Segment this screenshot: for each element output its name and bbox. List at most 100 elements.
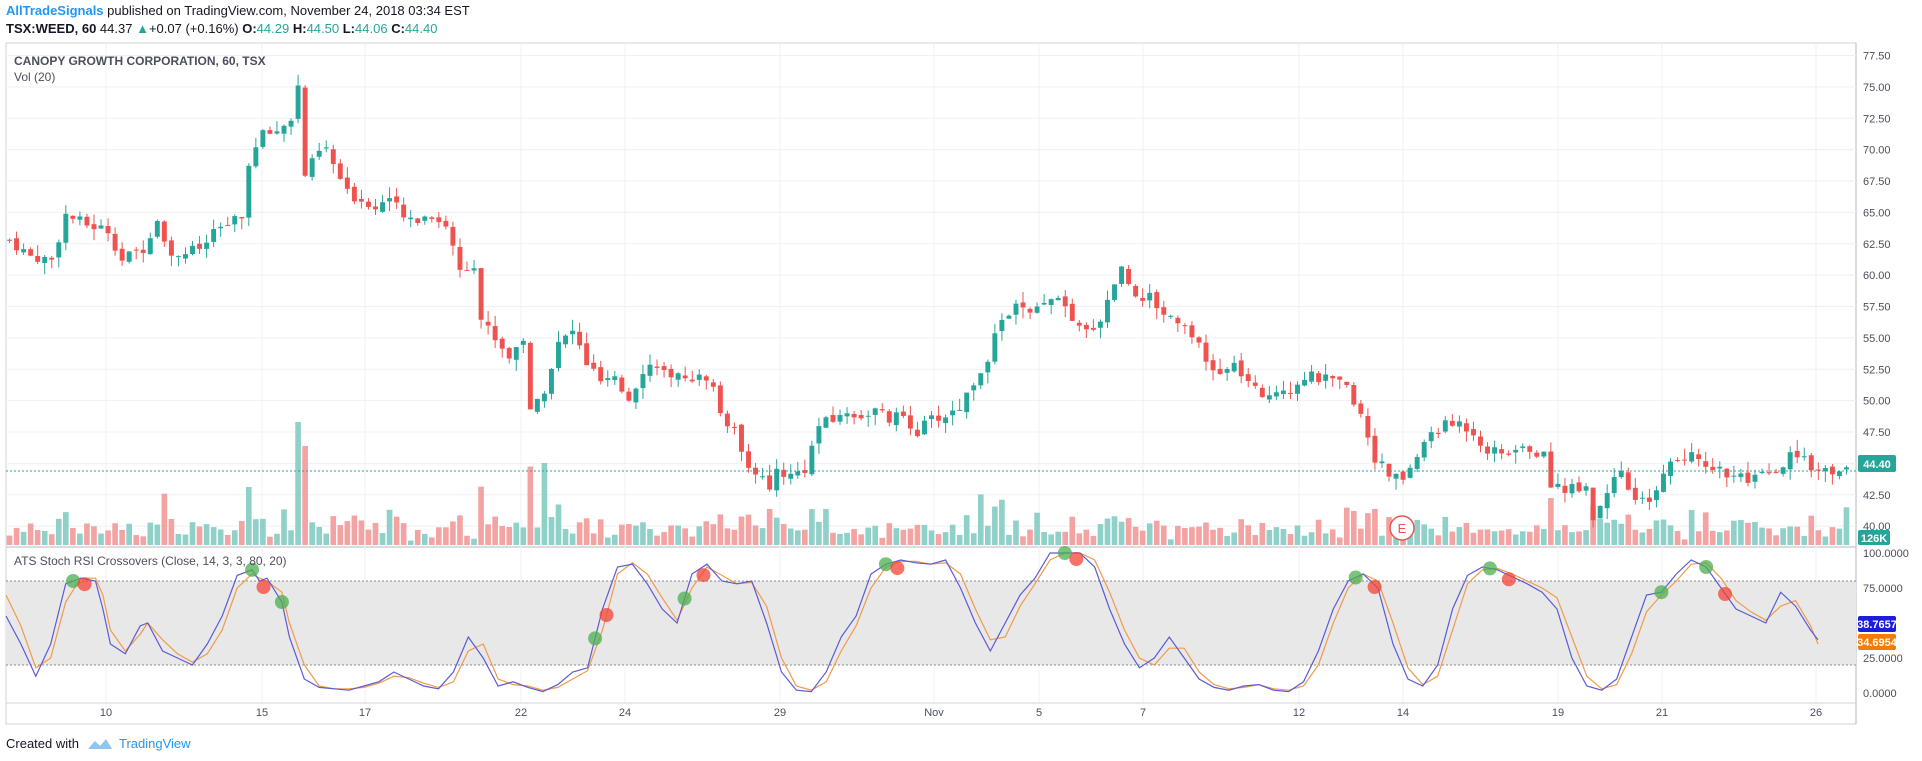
- candle-body: [548, 368, 554, 394]
- candle-body: [42, 256, 48, 263]
- price-change: +0.07 (+0.16%): [148, 21, 239, 36]
- volume-bar: [1083, 529, 1090, 545]
- candle-body: [1745, 472, 1751, 483]
- time-axis[interactable]: 10 15 17 22 24 29 Nov 5 7 12 14 19 21 26: [100, 707, 1822, 719]
- volume-bar: [1456, 527, 1463, 545]
- candle-body: [1055, 297, 1061, 301]
- candle-body: [999, 319, 1005, 332]
- candle-body: [344, 177, 350, 189]
- candle-body: [112, 233, 118, 251]
- volume-bar: [1034, 512, 1040, 545]
- volume-bar: [1709, 530, 1716, 545]
- candle-body: [485, 321, 491, 326]
- volume-bar: [816, 521, 822, 545]
- volume-bar: [55, 518, 62, 545]
- volume-bar: [20, 531, 27, 545]
- volume-bar: [267, 536, 273, 545]
- earnings-marker[interactable]: E: [1389, 515, 1415, 541]
- candle-body: [809, 445, 815, 475]
- volume-bar: [1203, 522, 1209, 545]
- candle-body: [309, 158, 315, 177]
- volume-bar: [1491, 531, 1498, 545]
- candle-body: [886, 411, 892, 423]
- candle-body: [1386, 463, 1392, 477]
- candle-body: [1506, 453, 1512, 455]
- low-value: 44.06: [355, 21, 388, 36]
- price-tick-label: 65.00: [1863, 207, 1891, 219]
- sell-crossover-marker: [696, 568, 711, 583]
- candle-body: [204, 242, 210, 249]
- volume-bar: [1702, 512, 1709, 545]
- candle-body: [612, 376, 618, 380]
- candle-body: [1583, 486, 1589, 491]
- volume-bar: [992, 506, 998, 545]
- volume-bar: [583, 518, 590, 545]
- volume-bar: [210, 527, 217, 545]
- candle-body: [1273, 392, 1279, 397]
- time-tick-label: 19: [1552, 707, 1564, 719]
- volume-bar: [1442, 516, 1449, 545]
- volume-bar: [1090, 535, 1097, 545]
- author-link[interactable]: AllTradeSignals: [6, 3, 104, 18]
- volume-bar: [1182, 527, 1188, 545]
- candle-body: [654, 366, 660, 368]
- time-tick-label: 14: [1397, 707, 1409, 719]
- volume-bar: [506, 527, 513, 545]
- candle-body: [1154, 292, 1160, 309]
- volume-bar: [330, 516, 337, 545]
- candle-body: [1133, 285, 1139, 297]
- buy-crossover-marker: [1057, 546, 1072, 560]
- candle-body: [232, 216, 238, 225]
- candle-body: [1442, 420, 1448, 432]
- volume-bar: [189, 522, 196, 545]
- volume-bar: [274, 533, 280, 545]
- candle-body: [1569, 483, 1575, 494]
- candle-body: [1759, 471, 1765, 473]
- price-tick-label: 57.50: [1863, 302, 1891, 314]
- candle-body: [647, 364, 653, 376]
- volume-bar: [1160, 525, 1167, 545]
- candle-body: [1196, 337, 1202, 343]
- d-value-tag-text: 34.6954: [1857, 637, 1898, 649]
- candle-body: [98, 225, 104, 229]
- candle-body: [436, 217, 442, 223]
- price-tick-label: 42.50: [1863, 490, 1891, 502]
- candle-body: [1034, 306, 1040, 313]
- volume-bar: [1822, 536, 1829, 545]
- volume-bar: [1175, 525, 1181, 545]
- volume-bar: [1224, 536, 1230, 545]
- volume-bar: [837, 533, 843, 545]
- volume-bar: [400, 523, 407, 545]
- candle-body: [1027, 308, 1033, 313]
- candle-body: [63, 213, 69, 243]
- volume-bar: [844, 532, 850, 545]
- candle-body: [731, 426, 737, 428]
- price-axis[interactable]: 77.50 75.00 72.50 70.00 67.50 65.00 62.50 60.00…: [1863, 51, 1909, 700]
- candle-body: [1836, 471, 1842, 476]
- buy-crossover-marker: [1348, 570, 1363, 585]
- volume-bar: [1576, 531, 1582, 545]
- time-tick-label: 10: [100, 707, 112, 719]
- candle-body: [724, 413, 730, 427]
- volume-bar: [1505, 529, 1512, 545]
- tradingview-link[interactable]: TradingView: [118, 736, 191, 751]
- candle-body: [1358, 403, 1364, 414]
- volume-bar: [379, 533, 386, 545]
- candle-body: [1766, 472, 1772, 474]
- volume-bar: [640, 522, 646, 545]
- volume-bar: [661, 532, 667, 545]
- volume-bar: [365, 529, 372, 545]
- close-value: 44.40: [404, 21, 438, 36]
- candle-body: [274, 131, 280, 134]
- candle-body: [767, 475, 773, 490]
- buy-crossover-marker: [677, 591, 692, 606]
- volume-bar: [689, 536, 696, 545]
- volume-bar: [752, 525, 759, 545]
- volume-bars: [6, 422, 1850, 545]
- volume-bar: [323, 533, 330, 545]
- candle-body: [1323, 374, 1329, 381]
- volume-bar: [1773, 535, 1779, 545]
- candle-body: [978, 373, 984, 386]
- volume-bar: [98, 533, 104, 545]
